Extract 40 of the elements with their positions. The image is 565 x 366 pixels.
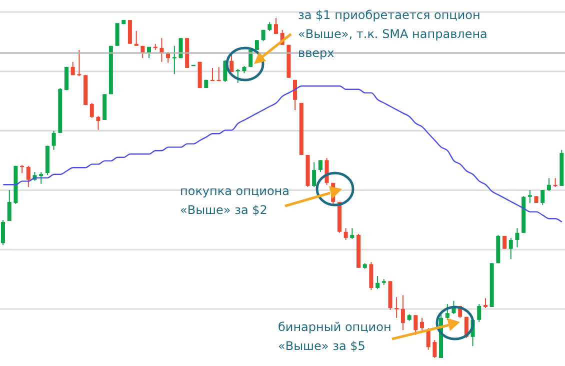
candlestick — [350, 228, 354, 240]
annotation: покупка опциона «Выше» за $2 — [180, 183, 290, 219]
candlestick — [445, 303, 450, 320]
candlestick — [400, 294, 405, 331]
candlestick — [172, 45, 176, 75]
annotation: бинарный опцион «Выше» за $5 — [278, 319, 392, 355]
candlestick — [426, 328, 430, 350]
candlestick — [140, 45, 145, 59]
candlestick — [369, 262, 374, 290]
candlestick — [432, 339, 437, 358]
candlestick — [1, 219, 5, 246]
candlestick — [70, 61, 75, 76]
candlestick — [477, 303, 482, 322]
candlestick — [540, 190, 545, 206]
candlestick — [546, 178, 551, 192]
candlestick — [312, 162, 316, 188]
candlestick — [528, 190, 532, 204]
candlestick — [420, 317, 424, 331]
candlestick — [223, 60, 228, 82]
candlestick — [502, 235, 507, 250]
candlestick — [274, 18, 278, 34]
candlestick — [26, 165, 30, 188]
candlestick — [483, 298, 488, 309]
candlestick — [90, 102, 94, 118]
candlestick — [318, 160, 322, 173]
candlestick — [52, 130, 56, 150]
candlestick — [254, 40, 259, 50]
candlestick — [515, 228, 520, 248]
candlestick — [77, 49, 82, 77]
candlestick — [376, 276, 380, 290]
candlestick — [96, 115, 100, 130]
annotation: за $1 приобретается опцион «Выше», т.к. SMA направлена вверх — [298, 7, 488, 62]
candlestick — [115, 22, 120, 46]
candlestick — [414, 314, 418, 336]
candlestick — [128, 20, 132, 44]
candlestick — [39, 172, 44, 184]
candlestick — [134, 30, 138, 46]
candlestick — [344, 228, 348, 241]
candlestick — [508, 237, 513, 260]
candlestick — [7, 190, 12, 222]
